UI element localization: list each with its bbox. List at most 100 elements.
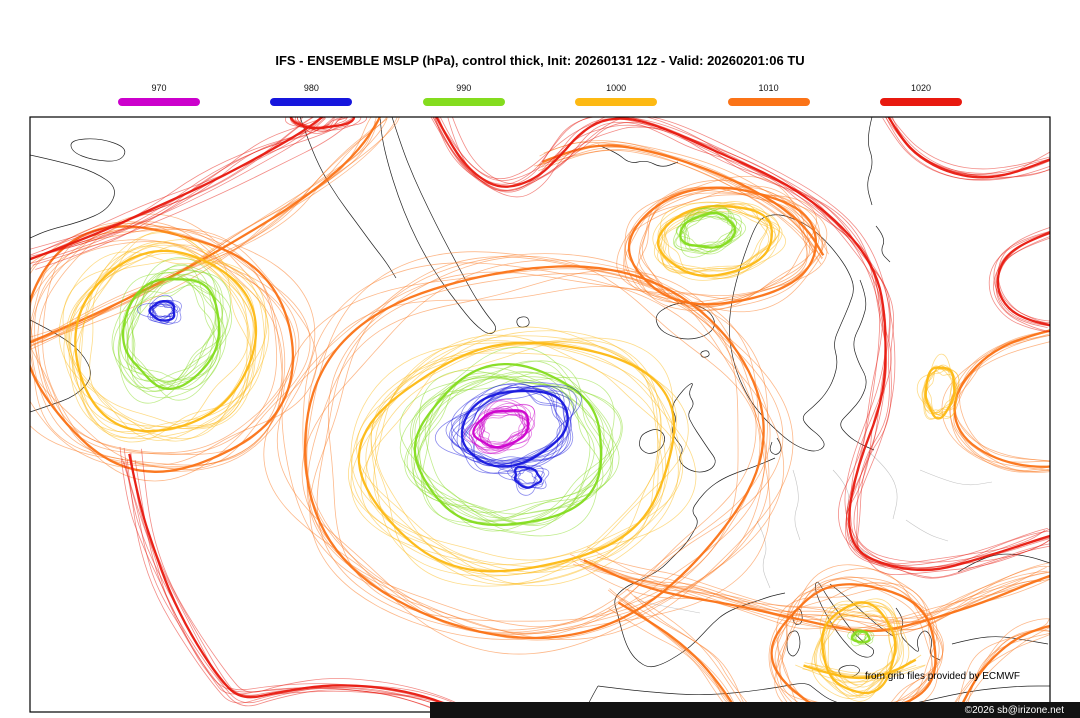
contour-strand: [281, 268, 794, 641]
contour-strand: [954, 333, 1050, 472]
contour-strand: [639, 186, 808, 306]
contour-strand: [134, 460, 455, 712]
contour-control: [924, 366, 956, 420]
contour-band-1010: [534, 140, 829, 265]
legend-item: 1000: [575, 83, 658, 106]
contour-strand: [141, 448, 476, 712]
coastline-greenland-west: [299, 117, 397, 279]
contour-strand: [30, 118, 326, 265]
contour-strand: [30, 226, 316, 472]
country-border: [868, 451, 898, 520]
contour-strand: [435, 117, 1050, 570]
contour-strand: [543, 140, 829, 255]
contour-strand: [997, 227, 1050, 322]
coastline-faroe: [700, 350, 710, 358]
contour-strand: [414, 372, 622, 523]
contour-strand: [68, 241, 257, 430]
contour-ring-980: [434, 381, 582, 475]
contour-strand: [30, 117, 327, 259]
legend-label: 1020: [910, 83, 931, 93]
contour-ring-1000: [652, 201, 787, 281]
contour-strand: [301, 259, 739, 631]
contour-strand: [424, 371, 591, 525]
coastline-labrador-coast: [30, 154, 115, 239]
contour-strand: [348, 337, 674, 585]
contour-strand: [404, 376, 612, 515]
contour-strand: [434, 386, 577, 467]
contour-strand: [469, 398, 532, 454]
legend-label: 990: [456, 83, 472, 93]
legend-swatch: [575, 98, 658, 106]
contour-strand: [113, 265, 224, 392]
copyright-bar: ©2026 sb@irizone.net: [430, 702, 1080, 718]
contours-layer: [30, 117, 1050, 712]
contour-band-1020: [430, 117, 1050, 579]
coastline-white-sea: [875, 225, 891, 263]
legend-label: 1010: [758, 83, 779, 93]
credit-text: from grib files provided by ECMWF: [864, 671, 1020, 682]
contour-strand: [290, 117, 362, 131]
contour-ring-990: [847, 628, 875, 647]
contour-strand: [652, 201, 780, 281]
contour-strand: [350, 340, 679, 587]
contour-strand: [30, 117, 337, 259]
coastline-africa-coast: [597, 683, 1050, 709]
contour-strand: [517, 469, 538, 484]
contour-strand: [130, 454, 461, 712]
contour-control: [679, 211, 737, 249]
contour-strand: [30, 117, 315, 261]
contour-strand: [30, 117, 377, 348]
contour-strand: [119, 269, 227, 401]
contour-strand: [885, 117, 1050, 180]
contour-ring-1020: [284, 117, 368, 134]
contour-strand: [959, 626, 1050, 712]
contour-strand: [30, 221, 300, 468]
contour-strand: [365, 335, 659, 584]
contour-strand: [63, 245, 267, 443]
contour-ring-990: [672, 205, 746, 258]
contour-strand: [534, 149, 824, 259]
contour-strand: [463, 404, 535, 452]
legend-swatch: [727, 98, 810, 106]
contour-strand: [89, 258, 249, 432]
contour-strand: [373, 352, 684, 561]
contour-strand: [623, 598, 750, 712]
contour-ring-1000: [811, 598, 910, 702]
contour-strand: [445, 381, 582, 474]
contour-strand: [284, 117, 368, 132]
contour-strand: [417, 367, 604, 519]
contour-control: [128, 453, 468, 712]
contour-control: [357, 341, 676, 573]
contour-strand: [819, 604, 903, 698]
contour-control: [627, 186, 818, 306]
contour-strand: [351, 341, 682, 573]
legend-label: 980: [303, 83, 319, 93]
legend-label: 1000: [606, 83, 627, 93]
contour-band-1020: [30, 117, 354, 270]
contour-control: [583, 559, 1050, 633]
contour-strand: [634, 595, 750, 712]
contour-strand: [30, 117, 380, 341]
contour-control: [413, 362, 603, 527]
contour-strand: [456, 385, 572, 472]
contour-strand: [941, 334, 1050, 473]
contour-band-1020: [119, 446, 476, 712]
contour-ring-1010: [30, 213, 318, 482]
contour-strand: [957, 618, 1050, 712]
coastline-greenland-east: [379, 117, 496, 334]
contour-strand: [813, 604, 904, 697]
contour-control: [303, 265, 765, 640]
contour-strand: [123, 447, 466, 711]
contour-ring-980: [498, 460, 550, 496]
contour-strand: [30, 228, 318, 466]
contour-strand: [949, 341, 1050, 473]
contour-control: [30, 225, 295, 473]
legend-item: 1010: [727, 83, 810, 106]
contour-control: [460, 389, 569, 468]
contour-strand: [955, 618, 1050, 712]
contour-strand: [626, 589, 756, 712]
contour-ring-1010: [616, 175, 828, 313]
contour-control: [953, 329, 1050, 468]
contour-strand: [151, 305, 176, 318]
